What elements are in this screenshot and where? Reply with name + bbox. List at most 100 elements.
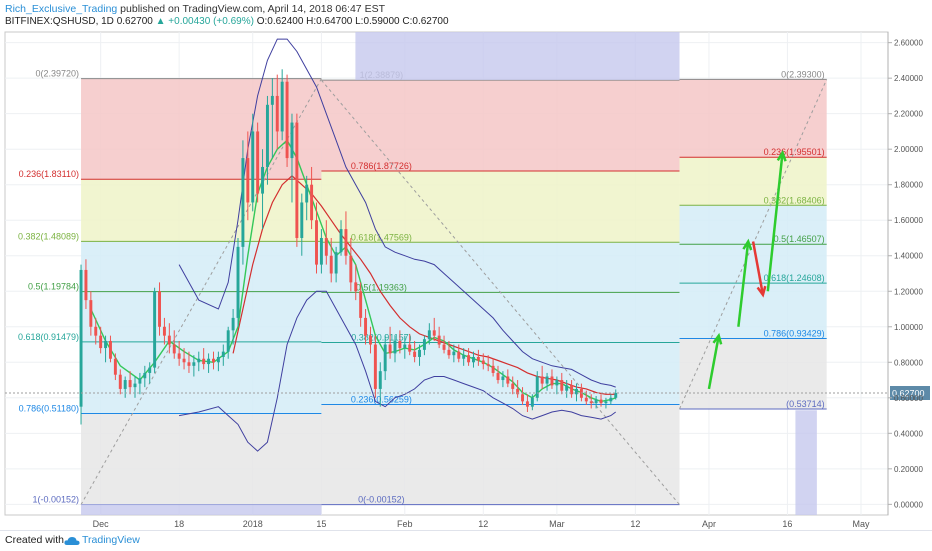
bollinger-lower-line (179, 290, 616, 452)
candle-body (442, 344, 446, 350)
candle-body (300, 202, 304, 238)
last-price-label: 0.62700 (892, 389, 925, 399)
candle-body (143, 372, 147, 379)
bollinger-upper-line (178, 38, 616, 388)
projection-arrow-head (742, 238, 753, 251)
y-tick-label: 2.60000 (894, 39, 923, 48)
range-box (795, 410, 817, 515)
x-tick-label: 12 (478, 519, 488, 529)
tradingview-brand[interactable]: TradingView (82, 534, 140, 546)
candle-body (241, 158, 245, 247)
fib-level-label: 0.618(1.47569) (351, 232, 412, 242)
candle-body (319, 237, 323, 265)
candle-body (187, 362, 191, 366)
candle-body (378, 371, 382, 389)
candle-body (270, 95, 274, 105)
fib-level-label: 0.382(1.68406) (764, 195, 825, 205)
y-tick-label: 2.20000 (894, 110, 923, 119)
y-tick-label: 0.60000 (894, 394, 923, 403)
fib-band (679, 157, 827, 206)
candle-body (94, 326, 98, 336)
fib-trend-line (321, 79, 680, 505)
candle-body (251, 131, 255, 203)
chart-area[interactable]: 0(2.39720) 0.236(1.83110) 0.382(1.48089) 0.… (0, 30, 932, 530)
candle-body (256, 131, 260, 194)
price-chart[interactable]: 0(2.39720) 0.236(1.83110) 0.382(1.48089) 0.… (0, 30, 932, 530)
candle-body (354, 282, 358, 292)
author-link[interactable]: Rich_Exclusive_Trading (5, 3, 118, 15)
candle-body (491, 365, 495, 373)
fib-level-label: 0.618(0.91479) (18, 332, 79, 342)
candle-body (359, 291, 363, 318)
candle-body (226, 330, 230, 352)
candle-body (540, 376, 544, 384)
candle-body (172, 344, 176, 354)
candle-body (138, 378, 142, 384)
candle-body (207, 358, 211, 365)
candle-body (496, 372, 500, 381)
fib-level-label: 0.618(1.24608) (764, 273, 825, 283)
fib-level-label: 0.5(1.46507) (774, 234, 825, 244)
candle-body (472, 356, 475, 363)
tradingview-cloud-icon (64, 537, 80, 545)
symbol-label: BITFINEX:QSHUSD, 1D (5, 16, 114, 27)
candle-body (383, 344, 387, 372)
last-price: 0.62700 (116, 16, 153, 27)
y-tick-label: 0.20000 (894, 465, 923, 474)
candle-body (162, 326, 166, 336)
candle-body (329, 255, 333, 274)
candle-body (476, 356, 480, 361)
candle-body (118, 374, 122, 389)
fib-band (321, 292, 680, 343)
publish-info: published on TradingView.com, April 14, … (120, 3, 385, 15)
fib-band (81, 78, 322, 180)
candle-body (560, 380, 564, 391)
x-tick-label: 2018 (243, 519, 263, 529)
fib-level-label: (0.53714) (786, 399, 825, 409)
candle-body (344, 229, 348, 256)
fib-band (81, 179, 322, 242)
y-tick-label: 0.40000 (894, 429, 923, 438)
candle-body (373, 344, 377, 389)
fib-band (679, 205, 827, 245)
candle-body (133, 383, 137, 388)
y-tick-label: 1.40000 (894, 252, 923, 261)
y-tick-label: 2.00000 (894, 145, 923, 154)
x-tick-label: Dec (93, 519, 110, 529)
candle-body (521, 394, 525, 402)
fib-level-label: 0.786(1.87726) (351, 161, 412, 171)
candle-body (310, 184, 314, 221)
projection-arrow-head (776, 149, 787, 162)
candle-body (108, 340, 112, 359)
candle-body (437, 335, 441, 345)
candle-body (128, 380, 132, 388)
x-tick-label: 18 (174, 519, 184, 529)
candle-body (575, 388, 578, 395)
candle-body (427, 330, 431, 340)
candle-body (202, 358, 206, 365)
candle-body (167, 335, 171, 345)
candle-body (550, 376, 554, 386)
candle-body (432, 330, 436, 336)
candle-body (192, 362, 196, 366)
candle-body (535, 376, 539, 398)
fib-band (679, 338, 827, 409)
y-tick-label: 1.00000 (894, 323, 923, 332)
candle-body (79, 269, 83, 407)
footer: Created with TradingView (0, 530, 932, 551)
projection-arrow-line (751, 241, 765, 296)
candle-body (153, 291, 157, 368)
fib-level-label: 0.236(0.56259) (351, 394, 412, 404)
candle-body (305, 184, 309, 203)
fib-band (321, 242, 680, 293)
fib-level-label: 0.5(1.19784) (28, 282, 79, 292)
candle-body (212, 358, 215, 363)
fib-level-label: 0.382(0.91157) (351, 332, 411, 342)
candle-body (545, 376, 549, 384)
candle-body (261, 166, 265, 194)
candle-body (609, 397, 613, 402)
fib-band (81, 291, 322, 342)
candle-body (584, 397, 588, 402)
candle-body (614, 393, 618, 398)
fib-band (679, 283, 827, 339)
